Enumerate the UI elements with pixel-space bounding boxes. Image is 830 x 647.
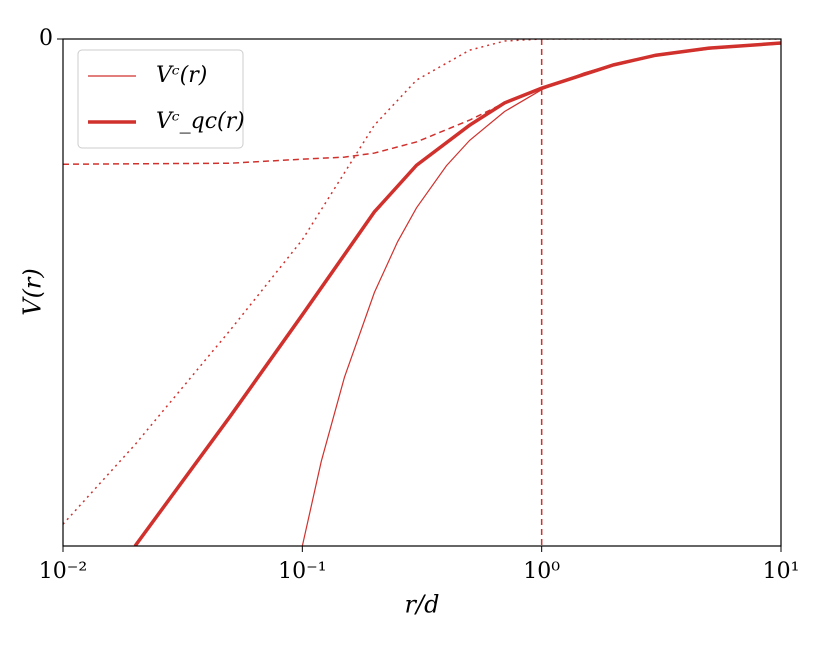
series-line xyxy=(63,39,781,525)
x-tick-label: 10⁻² xyxy=(39,559,87,584)
x-axis-label: r/d xyxy=(405,591,440,619)
x-tick-label: 10⁰ xyxy=(523,559,560,584)
plot-area xyxy=(63,39,781,546)
plot-frame xyxy=(62,38,782,547)
series-line xyxy=(63,96,519,165)
series-line xyxy=(133,41,781,546)
x-tick-label: 10¹ xyxy=(763,559,800,584)
x-tick-label: 10⁻¹ xyxy=(278,559,326,584)
y-tick-label: 0 xyxy=(39,26,53,51)
y-axis-label: V(r) xyxy=(19,268,47,316)
legend-label: Vᶜ(r) xyxy=(156,63,207,88)
legend-label: Vᶜ_qc(r) xyxy=(156,109,245,134)
